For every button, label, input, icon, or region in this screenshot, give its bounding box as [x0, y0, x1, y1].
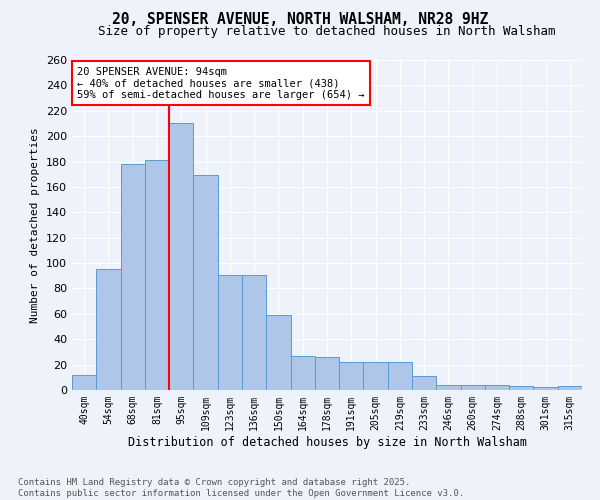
Y-axis label: Number of detached properties: Number of detached properties — [31, 127, 40, 323]
Bar — [558, 386, 582, 390]
Bar — [193, 176, 218, 390]
Bar — [388, 362, 412, 390]
Bar — [121, 164, 145, 390]
Text: 20 SPENSER AVENUE: 94sqm
← 40% of detached houses are smaller (438)
59% of semi-: 20 SPENSER AVENUE: 94sqm ← 40% of detach… — [77, 66, 365, 100]
Bar — [485, 385, 509, 390]
Bar — [436, 385, 461, 390]
Bar — [412, 376, 436, 390]
Bar — [218, 274, 242, 390]
Bar — [242, 274, 266, 390]
Bar — [461, 385, 485, 390]
Title: Size of property relative to detached houses in North Walsham: Size of property relative to detached ho… — [98, 25, 556, 38]
Bar — [533, 388, 558, 390]
Bar — [315, 357, 339, 390]
Text: 20, SPENSER AVENUE, NORTH WALSHAM, NR28 9HZ: 20, SPENSER AVENUE, NORTH WALSHAM, NR28 … — [112, 12, 488, 28]
X-axis label: Distribution of detached houses by size in North Walsham: Distribution of detached houses by size … — [128, 436, 527, 448]
Bar — [72, 375, 96, 390]
Bar — [339, 362, 364, 390]
Bar — [509, 386, 533, 390]
Bar — [266, 315, 290, 390]
Bar — [96, 270, 121, 390]
Bar — [145, 160, 169, 390]
Text: Contains HM Land Registry data © Crown copyright and database right 2025.
Contai: Contains HM Land Registry data © Crown c… — [18, 478, 464, 498]
Bar — [169, 124, 193, 390]
Bar — [364, 362, 388, 390]
Bar — [290, 356, 315, 390]
